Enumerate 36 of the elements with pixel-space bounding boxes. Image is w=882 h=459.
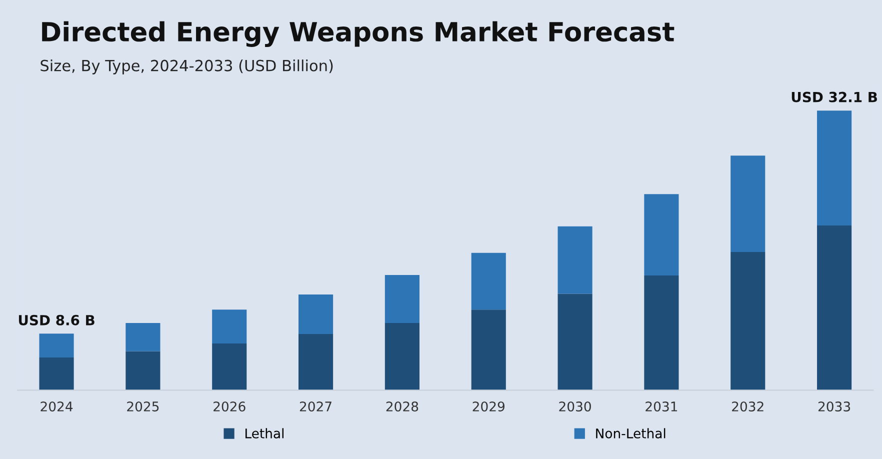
bar — [730, 156, 766, 252]
bar — [817, 225, 852, 390]
bar — [212, 343, 247, 390]
bar — [471, 252, 506, 310]
chart-title: Directed Energy Weapons Market Forecast — [42, 21, 674, 48]
x-tick-label: 2033 — [818, 401, 850, 412]
legend-label: Non-Lethal — [596, 428, 666, 438]
bar — [384, 323, 420, 390]
bar — [39, 357, 74, 390]
bar — [817, 110, 852, 226]
x-tick-label: 2024 — [40, 401, 73, 412]
bar — [384, 274, 420, 324]
x-tick-label: 2025 — [127, 401, 159, 412]
total-label: USD 32.1 B — [792, 92, 877, 102]
x-tick-label: 2030 — [559, 401, 591, 412]
x-tick-label: 2032 — [732, 401, 764, 412]
bar — [730, 252, 766, 390]
x-tick-label: 2031 — [646, 401, 678, 412]
x-tick-label: 2028 — [386, 401, 418, 412]
bar — [558, 226, 592, 294]
legend-label: Lethal — [246, 428, 284, 438]
bar — [644, 276, 679, 390]
bar — [644, 194, 679, 276]
bar — [298, 334, 334, 390]
total-label: USD 8.6 B — [18, 314, 94, 326]
bar — [558, 294, 592, 390]
bar — [212, 310, 247, 344]
bar — [126, 323, 160, 352]
x-tick-label: 2026 — [214, 401, 246, 412]
bar — [39, 334, 74, 358]
bar — [298, 294, 334, 334]
chart-subtitle: Size, By Type, 2024-2033 (USD Billion) — [40, 60, 333, 74]
x-tick-label: 2029 — [472, 401, 504, 412]
x-tick-label: 2027 — [300, 401, 332, 412]
bar — [471, 310, 506, 390]
bar — [126, 351, 160, 390]
